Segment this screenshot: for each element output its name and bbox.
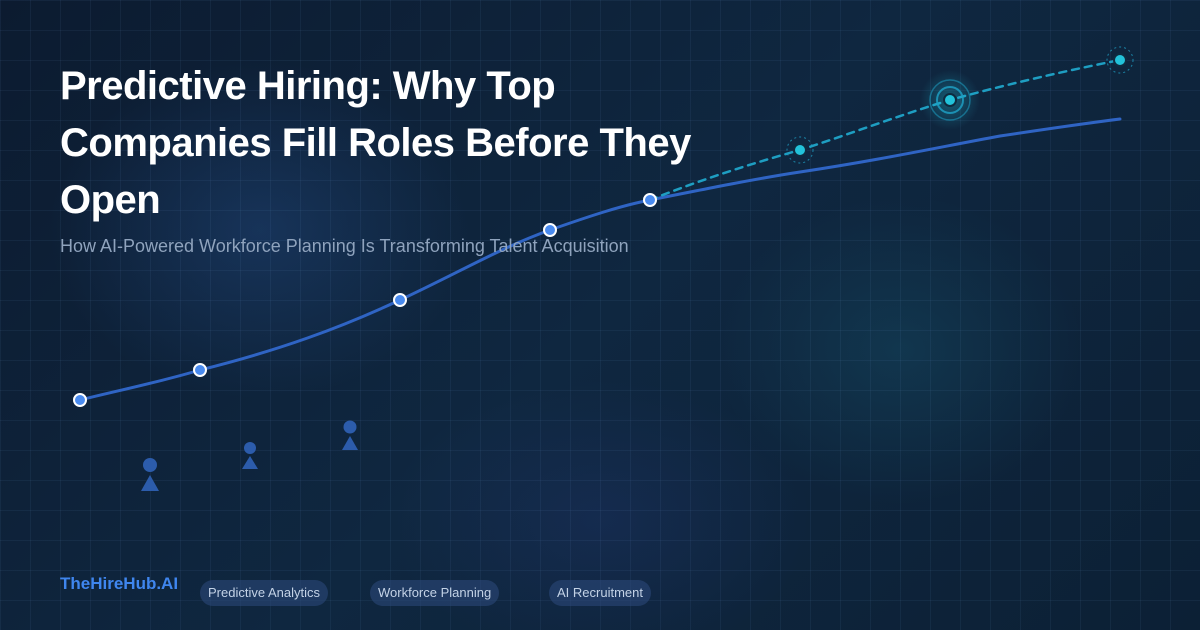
actual-trend-line [78,117,1122,402]
forecast-point-highlighted [920,70,980,130]
forecast-data-points [786,46,1134,164]
tag-ai-recruitment[interactable]: AI Recruitment [549,580,651,606]
forecast-point [1106,46,1134,74]
actual-data-points [73,193,657,407]
forecast-trend-line [648,58,1122,202]
tag-predictive-analytics[interactable]: Predictive Analytics [200,580,328,606]
data-point [543,223,557,237]
data-point [393,293,407,307]
forecast-point [786,136,814,164]
page-subtitle: How AI-Powered Workforce Planning Is Tra… [60,236,629,256]
data-point [73,393,87,407]
data-point [643,193,657,207]
person-icon [141,458,159,491]
tag-workforce-planning[interactable]: Workforce Planning [370,580,500,606]
page-title: Predictive Hiring: Why Top Companies Fil… [60,64,691,222]
person-icon [342,420,358,450]
person-icon [242,442,258,469]
data-point [193,363,207,377]
brand-logo[interactable]: TheHireHub.AI [60,574,179,593]
